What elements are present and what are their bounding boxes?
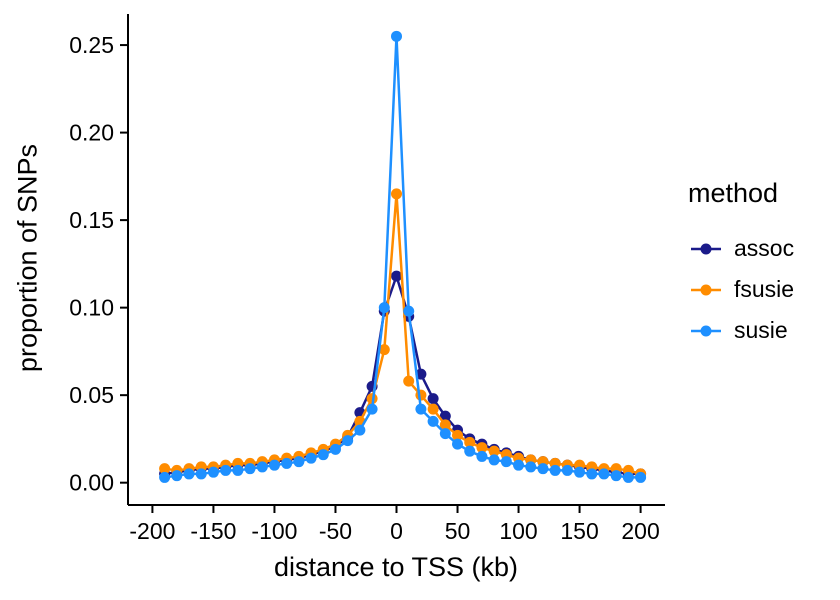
data-point-susie [549, 464, 561, 476]
x-tick-label: 150 [560, 518, 598, 544]
data-point-susie [268, 459, 280, 471]
series-line-susie [164, 35, 641, 479]
data-point-susie [195, 468, 207, 480]
data-point-assoc [391, 270, 402, 282]
data-point-susie [354, 424, 366, 436]
series-line-fsusie [164, 192, 641, 476]
data-point-susie [488, 454, 500, 466]
x-axis-title: distance to TSS (kb) [273, 552, 519, 582]
data-point-susie [244, 463, 256, 475]
data-point-susie [476, 450, 488, 462]
legend-key-assoc [691, 243, 721, 254]
x-tick-label: 100 [499, 518, 537, 544]
data-point-susie [317, 449, 329, 461]
data-point-fsusie [439, 419, 451, 431]
y-tick-label: 0.00 [69, 470, 114, 496]
data-point-susie [427, 415, 439, 427]
data-point-fsusie [403, 375, 415, 387]
data-point-susie [329, 443, 341, 455]
data-point-susie [452, 438, 464, 450]
data-point-susie [635, 471, 647, 483]
x-tick-label: 200 [621, 518, 659, 544]
data-point-fsusie [476, 442, 488, 454]
data-point-fsusie [464, 436, 476, 448]
data-point-susie [171, 470, 183, 482]
data-point-susie [610, 470, 622, 482]
data-point-assoc [439, 410, 451, 422]
y-tick-label: 0.25 [69, 32, 114, 58]
y-tick-label: 0.20 [69, 120, 114, 146]
legend-key-susie [691, 325, 721, 336]
y-axis-title: proportion of SNPs [12, 143, 43, 373]
x-tick-label: -150 [190, 518, 236, 544]
data-point-susie [378, 302, 390, 314]
data-point-susie [391, 30, 402, 42]
data-point-susie [403, 305, 415, 317]
data-point-susie [464, 445, 476, 457]
data-point-susie [415, 403, 427, 415]
x-tick-label: -200 [129, 518, 175, 544]
data-point-susie [256, 461, 268, 473]
data-point-fsusie [391, 188, 402, 200]
data-point-susie [500, 456, 512, 468]
data-point-fsusie [378, 344, 390, 356]
data-point-susie [232, 464, 244, 476]
data-point-susie [366, 403, 378, 415]
data-point-fsusie [488, 445, 500, 457]
legend-key-fsusie [691, 284, 721, 295]
data-point-susie [293, 456, 305, 468]
x-tick-label: 50 [445, 518, 471, 544]
legend-item-assoc: assoc [688, 235, 794, 262]
x-tick-label: -50 [319, 518, 352, 544]
data-point-susie [622, 471, 634, 483]
data-point-fsusie [452, 429, 464, 441]
data-point-susie [281, 457, 293, 469]
data-point-susie [305, 452, 317, 464]
data-point-susie [220, 464, 232, 476]
data-point-susie [342, 435, 354, 447]
data-point-susie [159, 471, 171, 483]
data-point-fsusie [415, 389, 427, 401]
y-tick-label: 0.10 [69, 295, 114, 321]
legend: method assoc fsusie susie [688, 178, 794, 358]
data-point-susie [537, 463, 549, 475]
data-point-susie [525, 461, 537, 473]
data-point-fsusie [427, 403, 439, 415]
data-point-susie [574, 466, 586, 478]
y-tick-label: 0.05 [69, 382, 114, 408]
data-point-fsusie [159, 463, 171, 475]
legend-label-susie: susie [734, 317, 788, 343]
legend-label-fsusie: fsusie [734, 276, 795, 302]
data-point-assoc [427, 393, 439, 405]
x-tick-label: 0 [390, 518, 403, 544]
data-point-susie [513, 459, 525, 471]
x-tick-label: -100 [251, 518, 297, 544]
legend-item-fsusie: fsusie [688, 276, 794, 303]
legend-title: method [688, 178, 779, 208]
data-point-susie [207, 466, 219, 478]
legend-item-susie: susie [688, 317, 794, 344]
y-tick-label: 0.15 [69, 207, 114, 233]
data-point-susie [183, 468, 195, 480]
data-point-assoc [415, 368, 427, 380]
data-point-susie [561, 464, 573, 476]
data-point-susie [586, 468, 598, 480]
data-point-susie [598, 468, 610, 480]
data-point-susie [439, 428, 451, 440]
legend-label-assoc: assoc [734, 235, 795, 261]
